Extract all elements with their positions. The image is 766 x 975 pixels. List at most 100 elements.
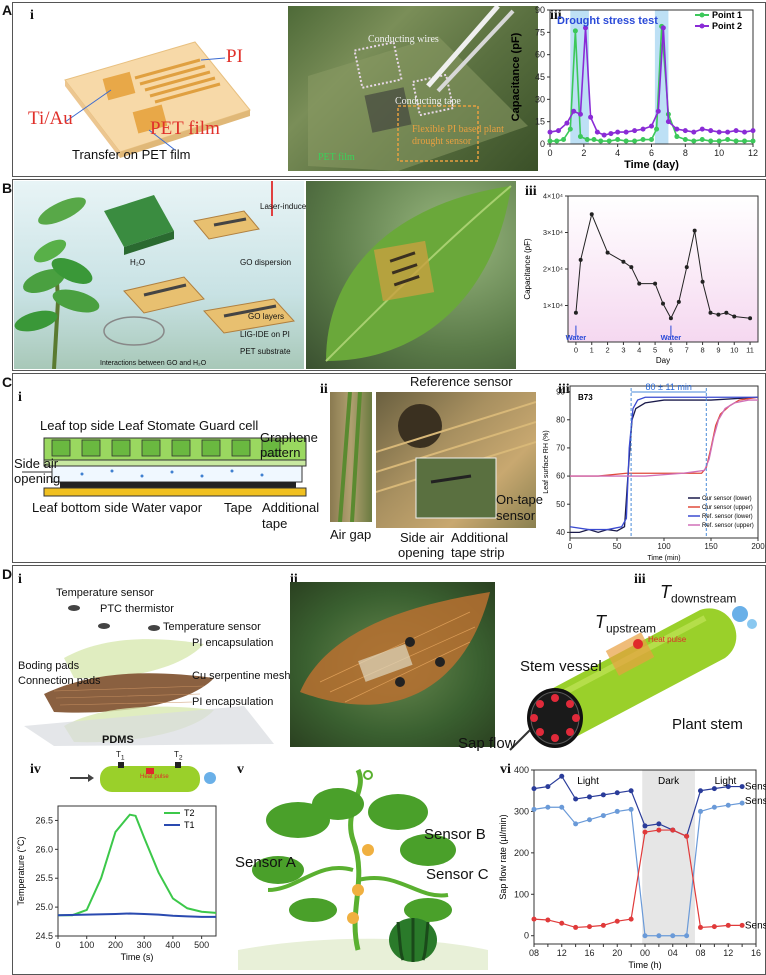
legend-label: T2: [184, 808, 195, 818]
label-lig-ide: LIG-IDE on PI: [240, 330, 290, 339]
data-point: [608, 131, 614, 137]
y-tick-label: 26.0: [35, 844, 53, 854]
label-ptc-thermistor: PTC thermistor: [100, 603, 174, 615]
dark-region: [642, 770, 695, 944]
data-point: [591, 137, 597, 143]
data-point: [684, 933, 690, 939]
region-label: Light: [715, 776, 737, 787]
data-point: [584, 137, 590, 143]
data-point: [748, 316, 753, 321]
label-side-air: Side air: [14, 456, 59, 471]
data-point: [573, 821, 579, 827]
data-point: [628, 788, 634, 794]
x-axis-label: Time (h): [628, 960, 661, 970]
data-point: [605, 250, 610, 255]
data-point: [640, 137, 646, 143]
data-point: [623, 129, 629, 135]
x-axis-label: Time (s): [121, 952, 154, 962]
diagram-stem-schematic: [70, 762, 216, 792]
label-additional: Additional: [262, 500, 320, 515]
data-point: [674, 134, 680, 140]
data-point: [725, 802, 731, 808]
label-additional-tape-ii: Additional: [451, 530, 509, 545]
label-pattern: pattern: [260, 445, 301, 460]
x-tick-label: 100: [79, 940, 94, 950]
span-text: 80 ± 11 min: [646, 382, 692, 392]
panel-b-iii-label: iii: [525, 184, 537, 199]
data-point: [725, 129, 731, 135]
data-point: [583, 25, 589, 31]
series-label: Sensor A: [745, 782, 766, 793]
x-tick-label: 4: [637, 346, 641, 355]
y-tick-label: 70: [556, 444, 565, 453]
t-downstream-symbol: T: [660, 582, 671, 602]
x-tick-label: 16: [584, 948, 594, 958]
data-point: [559, 920, 565, 926]
data-point: [632, 138, 638, 144]
water-annotation: Water: [566, 333, 587, 342]
t1-sub: 1: [120, 754, 125, 762]
label-tape: Tape: [224, 500, 253, 515]
x-tick-label: 08: [695, 948, 705, 958]
label-conducting-wires: Conducting wires: [368, 34, 439, 45]
chart-b-capacitance-days: 0 1 2 3 4 5 6 7 8 9 10 11 1×10⁴ 2×10⁴ 3×10⁴ 4×10⁴ Day Cap…: [523, 192, 759, 365]
plot-frame: [57, 805, 217, 937]
chart-c-leaf-rh: 0 50 100 150 200 40 50 60 70 80 90 Time (min) Leaf s…: [543, 382, 765, 562]
photo-leaf-sensor: [288, 6, 538, 171]
data-point: [692, 228, 697, 233]
caption-transfer: Transfer on PET film: [72, 147, 191, 162]
y-axis-label: Capacitance (pF): [510, 32, 522, 121]
diagram-leaf-cross-section: [22, 437, 307, 497]
data-point: [742, 129, 748, 135]
data-point: [589, 212, 594, 217]
y-tick-label: 15: [535, 117, 545, 127]
data-point: [700, 279, 705, 284]
series-line-3: [570, 399, 758, 477]
panel-b-letter: B: [2, 180, 13, 196]
x-tick-label: 0: [568, 542, 573, 551]
t-upstream-sub: upstream: [606, 621, 657, 636]
label-cu-mesh: Cu serpentine mesh: [192, 670, 291, 682]
data-point: [716, 312, 721, 317]
label-go-layers: GO layers: [248, 312, 285, 321]
photo-leaf-flexible-sensor: [290, 582, 495, 747]
series-line-1: [570, 396, 759, 477]
data-point: [600, 922, 606, 928]
data-point: [739, 784, 745, 790]
x-tick-label: 7: [685, 346, 689, 355]
data-point: [606, 138, 612, 144]
data-point: [547, 129, 553, 135]
y-tick-label: 45: [535, 72, 545, 82]
panel-d-vi-label: vi: [500, 762, 511, 777]
data-point: [656, 827, 662, 833]
legend-label: T1: [184, 820, 195, 830]
illustration-lig-sensor: [14, 181, 304, 369]
legend-marker: [699, 23, 705, 29]
x-tick-label: 500: [194, 940, 209, 950]
data-point: [567, 126, 573, 132]
data-point: [733, 128, 739, 134]
data-point: [573, 796, 579, 802]
y-axis-label: Sap flow rate (µl/min): [498, 814, 508, 899]
panel-d-v-label: v: [237, 762, 244, 777]
y-tick-label: 90: [556, 387, 565, 396]
label-plant-stem: Plant stem: [672, 716, 743, 733]
label-boding-pads: Boding pads: [18, 660, 80, 672]
y-tick-label: 200: [514, 848, 529, 858]
data-point: [559, 773, 565, 779]
data-point: [594, 129, 600, 135]
label-interactions: Interactions between GO and H₂O: [100, 360, 207, 367]
label-pi-encapsulation-2: PI encapsulation: [192, 696, 274, 708]
x-tick-label: 200: [108, 940, 123, 950]
y-tick-label: 25.0: [35, 902, 53, 912]
x-tick-label: 6: [649, 148, 654, 158]
series-label: Sensor C: [745, 920, 766, 931]
data-point: [598, 138, 604, 144]
y-tick-label: 0: [540, 139, 545, 149]
label-flexible-sensor: Flexible PI based plant drought sensor: [412, 124, 504, 147]
data-point: [573, 310, 578, 315]
x-tick-label: 10: [714, 148, 724, 158]
data-point: [614, 790, 620, 796]
data-point: [531, 916, 537, 922]
x-tick-label: 2: [605, 346, 609, 355]
